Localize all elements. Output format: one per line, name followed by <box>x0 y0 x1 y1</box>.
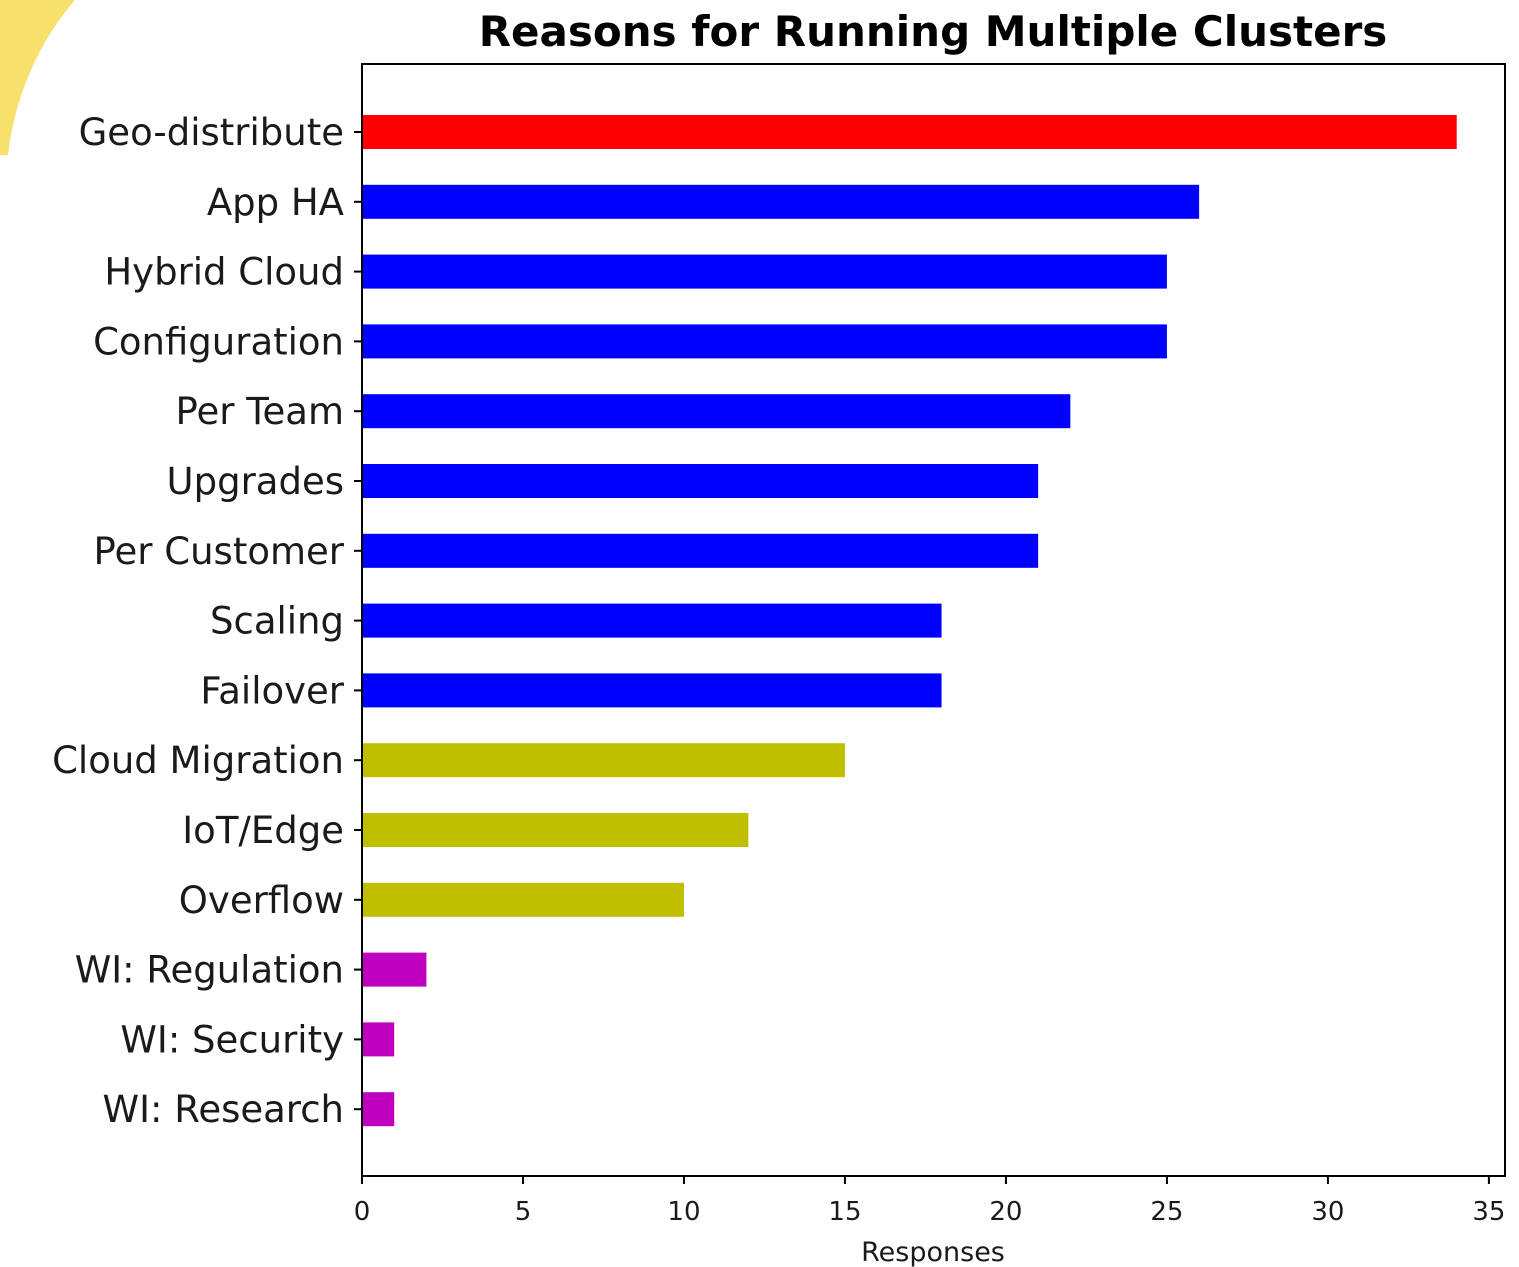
x-tick-label: 10 <box>667 1197 700 1227</box>
bar <box>362 115 1457 149</box>
plot-frame <box>361 63 1506 1177</box>
bar <box>362 254 1167 289</box>
x-axis-ticks: 0 5 10 15 20 25 30 35 <box>354 1176 1505 1227</box>
x-tick-label: 35 <box>1472 1197 1505 1227</box>
bar <box>362 533 1039 568</box>
category-label: Scaling <box>210 600 344 643</box>
category-label: Overflow <box>179 879 344 922</box>
x-tick-label: 25 <box>1150 1197 1183 1227</box>
x-axis-label: Responses <box>861 1237 1005 1267</box>
category-labels: Geo-distribute App HA Hybrid Cloud Configur… <box>52 111 362 1131</box>
x-tick-label: 15 <box>828 1197 861 1227</box>
bar <box>362 1092 395 1127</box>
bar <box>362 394 1071 429</box>
bar <box>362 1022 395 1057</box>
x-tick-label: 0 <box>354 1197 371 1227</box>
category-label: IoT/Edge <box>182 809 344 852</box>
x-tick-label: 5 <box>515 1197 532 1227</box>
background-decoration <box>0 0 75 155</box>
category-label: Configuration <box>93 320 344 363</box>
category-label: Per Customer <box>94 530 345 573</box>
bar <box>362 603 942 638</box>
bar <box>362 673 942 708</box>
x-tick-label: 30 <box>1311 1197 1344 1227</box>
bar <box>362 743 845 778</box>
category-label: Geo-distribute <box>79 111 344 154</box>
chart-title: Reasons for Running Multiple Clusters <box>479 7 1388 56</box>
category-label: Upgrades <box>167 460 344 503</box>
category-label: App HA <box>207 181 344 224</box>
category-label: Per Team <box>175 390 344 433</box>
category-label: Failover <box>200 669 344 712</box>
bar <box>362 184 1200 219</box>
bar <box>362 813 749 847</box>
bars-layer <box>362 115 1457 1127</box>
bar <box>362 882 684 917</box>
category-label: Cloud Migration <box>52 739 344 782</box>
x-tick-label: 20 <box>989 1197 1022 1227</box>
category-label: WI: Research <box>103 1088 344 1131</box>
category-label: WI: Security <box>120 1018 344 1061</box>
bar <box>362 324 1167 359</box>
bar <box>362 464 1039 498</box>
bar <box>362 952 427 987</box>
category-label: WI: Regulation <box>75 949 344 992</box>
category-label: Hybrid Cloud <box>104 251 344 294</box>
